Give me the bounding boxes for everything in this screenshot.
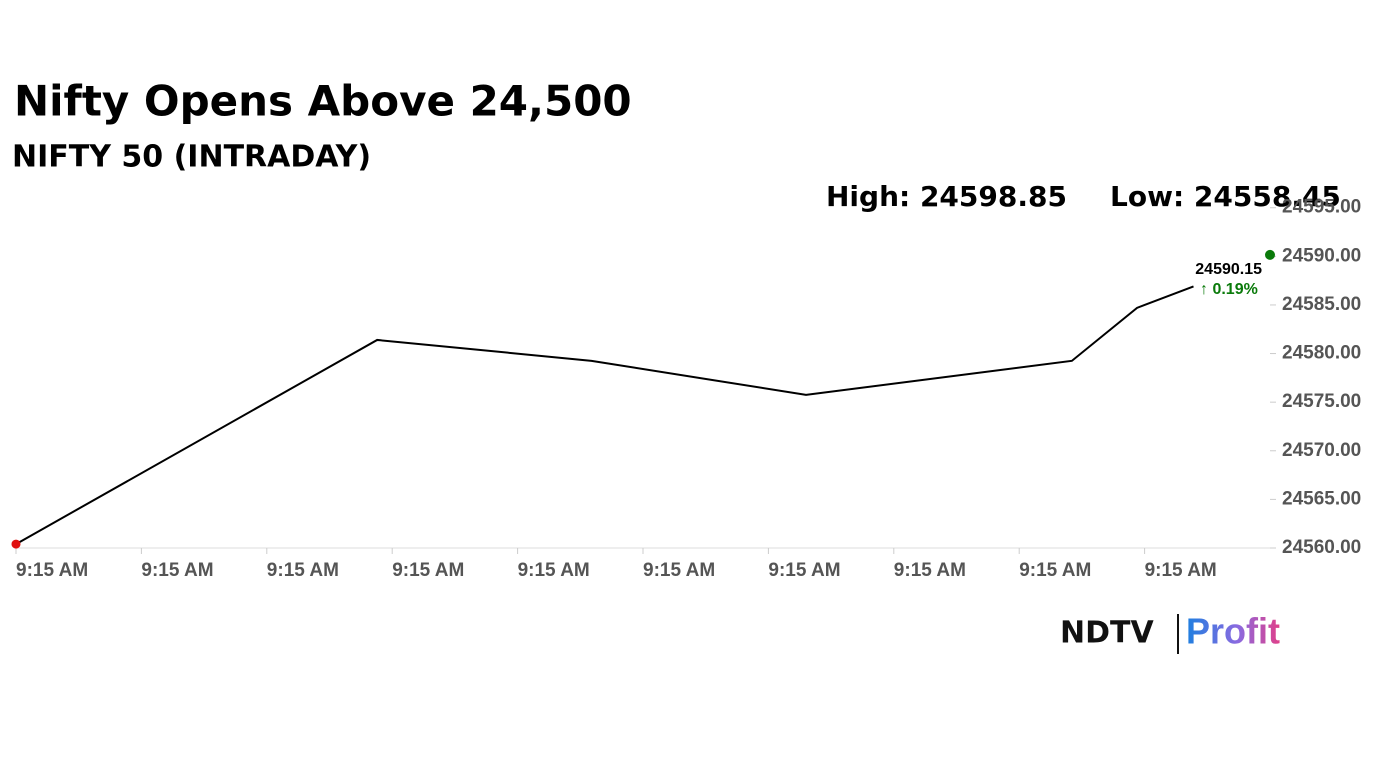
x-tick-label: 9:15 AM (518, 560, 590, 581)
low-annotation: Low: 24558.45 (1110, 180, 1341, 213)
x-tick-label: 9:15 AM (141, 560, 213, 581)
x-tick-label: 9:15 AM (1145, 560, 1217, 581)
x-tick-label: 9:15 AM (768, 560, 840, 581)
x-tick-label: 9:15 AM (643, 560, 715, 581)
x-tick-label: 9:15 AM (267, 560, 339, 581)
chart-subtitle: NIFTY 50 (INTRADAY) (12, 140, 371, 175)
high-annotation: High: 24598.85 (826, 180, 1067, 213)
x-tick-label: 9:15 AM (894, 560, 966, 581)
x-tick-label: 9:15 AM (16, 560, 88, 581)
y-tick-label: 24560.00 (1282, 537, 1361, 558)
y-tick-label: 24570.00 (1282, 440, 1361, 461)
y-tick-label: 24575.00 (1282, 391, 1361, 412)
start-dot (11, 539, 21, 549)
brand-ndtv: NDTV (1060, 616, 1154, 651)
price-line (15, 285, 1194, 545)
brand-profit: Profit (1186, 611, 1280, 652)
y-tick-label: 24585.00 (1282, 294, 1361, 315)
y-tick-label: 24565.00 (1282, 488, 1361, 509)
last-dot (1265, 249, 1275, 260)
chart-title: Nifty Opens Above 24,500 (14, 77, 632, 126)
x-tick-label: 9:15 AM (392, 560, 464, 581)
change-label: ↑ 0.19% (1200, 281, 1258, 298)
y-tick-label: 24580.00 (1282, 343, 1361, 364)
y-tick-label: 24595.00 (1282, 197, 1361, 218)
y-tick-label: 24590.00 (1282, 245, 1361, 266)
last-value-label: 24590.15 (1195, 261, 1262, 278)
x-tick-label: 9:15 AM (1019, 560, 1091, 581)
